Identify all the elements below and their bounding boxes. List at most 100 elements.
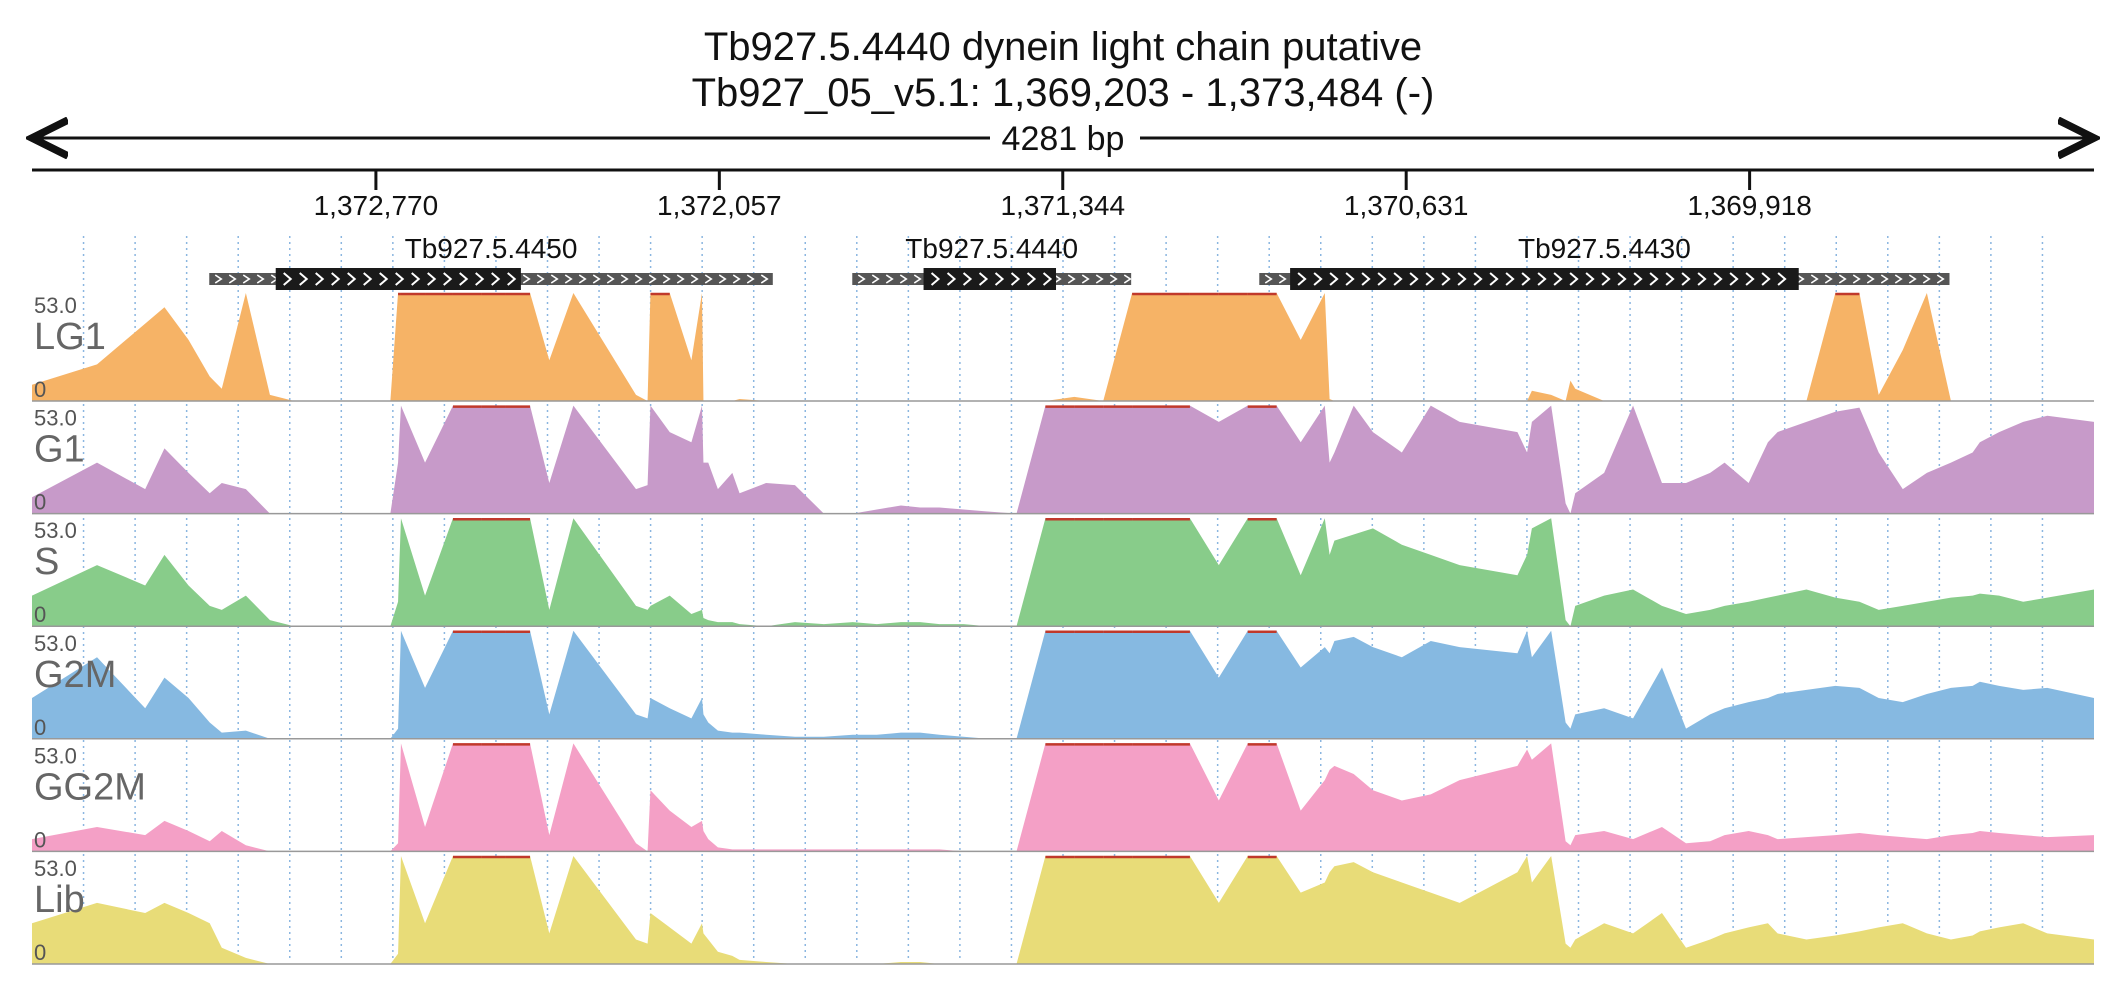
- strand-chevron: [592, 274, 601, 284]
- strand-chevron: [760, 274, 769, 284]
- strand-chevron: [475, 272, 485, 286]
- coverage-area: [32, 293, 2094, 401]
- y-min-label: 0: [34, 715, 46, 740]
- strand-chevron: [885, 274, 894, 284]
- y-min-label: 0: [34, 377, 46, 402]
- strand-chevron: [1377, 272, 1387, 286]
- strand-chevron: [578, 274, 587, 284]
- tick-label: 1,372,770: [314, 190, 439, 221]
- strand-chevron: [1713, 272, 1723, 286]
- strand-chevron: [1026, 272, 1037, 286]
- strand-chevron: [1824, 274, 1833, 284]
- strand-chevron: [930, 272, 941, 286]
- y-min-label: 0: [34, 940, 46, 965]
- track-name: G1: [34, 429, 85, 471]
- gene-track: Tb927.5.4450 Tb927.5.4440 Tb927.5.4430: [209, 233, 1950, 290]
- coverage-area: [32, 630, 2094, 739]
- gene-cds: [923, 268, 1057, 290]
- strand-chevron: [536, 274, 545, 284]
- strand-chevron: [1067, 274, 1076, 284]
- track-lib: 53.0 0 Lib: [32, 855, 2094, 965]
- y-max-label: 53.0: [34, 856, 77, 881]
- y-min-label: 0: [34, 827, 46, 852]
- strand-chevron: [1329, 272, 1339, 286]
- strand-chevron: [1361, 272, 1371, 286]
- strand-chevron: [1393, 272, 1403, 286]
- strand-chevron: [1521, 272, 1531, 286]
- strand-chevron: [634, 274, 643, 284]
- strand-chevron: [746, 274, 755, 284]
- strand-chevron: [1908, 274, 1917, 284]
- strand-chevron: [228, 274, 237, 284]
- strand-chevron: [913, 274, 922, 284]
- track-gg2m: 53.0 0 GG2M: [32, 743, 2094, 852]
- strand-chevron: [946, 272, 957, 286]
- strand-chevron: [214, 274, 223, 284]
- strand-chevron: [411, 272, 421, 286]
- strand-chevron: [1697, 272, 1707, 286]
- strand-chevron: [522, 274, 531, 284]
- strand-chevron: [491, 272, 501, 286]
- coverage-area: [32, 518, 2094, 627]
- strand-chevron: [1922, 274, 1931, 284]
- strand-chevron: [1278, 274, 1287, 284]
- strand-chevron: [1264, 274, 1273, 284]
- track-g2m: 53.0 0 G2M: [32, 630, 2094, 740]
- strand-chevron: [443, 272, 453, 286]
- strand-chevron: [1649, 272, 1659, 286]
- strand-chevron: [1633, 272, 1643, 286]
- strand-chevron: [550, 274, 559, 284]
- strand-chevron: [1042, 272, 1053, 286]
- strand-chevron: [1569, 272, 1579, 286]
- track-lg1: 53.0 0 LG1: [32, 292, 2094, 402]
- coverage-tracks: 53.00LG153.00G153.00S53.00G2M53.00GG2M53…: [32, 292, 2094, 965]
- strand-chevron: [1489, 272, 1499, 286]
- strand-chevron: [1010, 272, 1021, 286]
- strand-chevron: [871, 274, 880, 284]
- coverage-area: [32, 405, 2094, 514]
- strand-chevron: [1095, 274, 1104, 284]
- strand-chevron: [1109, 274, 1118, 284]
- strand-chevron: [690, 274, 699, 284]
- track-s: 53.0 0 S: [32, 517, 2094, 627]
- gene-label: Tb927.5.4440: [905, 233, 1078, 264]
- strand-chevron: [299, 272, 309, 286]
- strand-chevron: [507, 272, 517, 286]
- strand-chevron: [1601, 272, 1611, 286]
- track-name: GG2M: [34, 766, 146, 808]
- y-min-label: 0: [34, 490, 46, 515]
- strand-chevron: [315, 272, 325, 286]
- strand-chevron: [283, 272, 293, 286]
- y-min-label: 0: [34, 602, 46, 627]
- span-indicator: 4281 bp: [32, 120, 2094, 158]
- chart-title: Tb927.5.4440 dynein light chain putative: [703, 25, 1423, 69]
- strand-chevron: [242, 274, 251, 284]
- strand-chevron: [662, 274, 671, 284]
- track-name: G2M: [34, 654, 116, 696]
- track-name: LG1: [34, 316, 106, 358]
- strand-chevron: [1810, 274, 1819, 284]
- strand-chevron: [978, 272, 989, 286]
- strand-chevron: [962, 272, 973, 286]
- track-g1: 53.0 0 G1: [32, 405, 2094, 515]
- strand-chevron: [1777, 272, 1787, 286]
- strand-chevron: [395, 272, 405, 286]
- coverage-area: [32, 856, 2094, 964]
- strand-chevron: [1345, 272, 1355, 286]
- strand-chevron: [732, 274, 741, 284]
- strand-chevron: [1297, 272, 1307, 286]
- strand-chevron: [1665, 272, 1675, 286]
- strand-chevron: [1537, 272, 1547, 286]
- y-max-label: 53.0: [34, 743, 77, 768]
- strand-chevron: [347, 272, 357, 286]
- strand-chevron: [1936, 274, 1945, 284]
- strand-chevron: [718, 274, 727, 284]
- strand-chevron: [620, 274, 629, 284]
- chart-subtitle: Tb927_05_v5.1: 1,369,203 - 1,373,484 (-): [691, 71, 1435, 115]
- strand-chevron: [1313, 272, 1323, 286]
- strand-chevron: [256, 274, 265, 284]
- coverage-area: [32, 743, 2094, 852]
- strand-chevron: [1473, 272, 1483, 286]
- strand-chevron: [1617, 272, 1627, 286]
